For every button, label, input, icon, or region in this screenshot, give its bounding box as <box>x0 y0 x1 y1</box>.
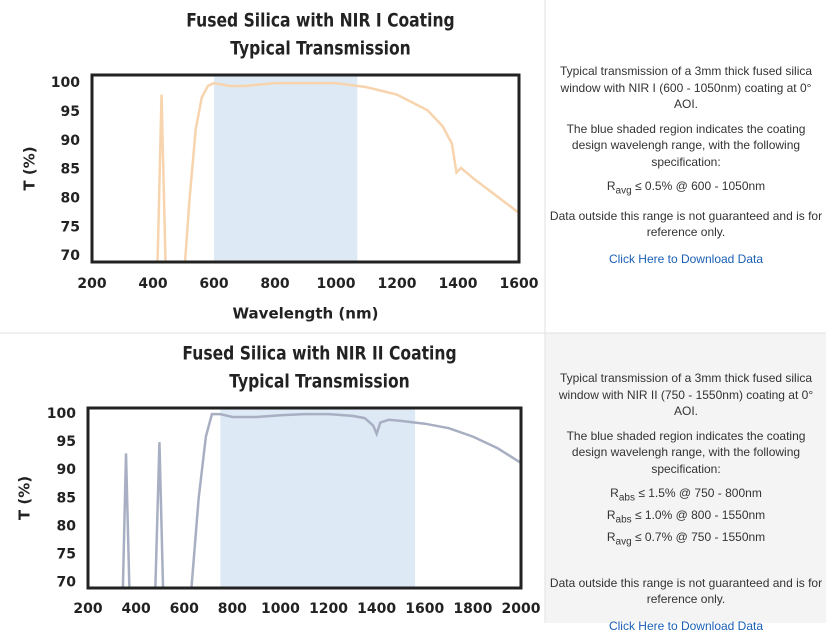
y-axis-label: T (%) <box>21 146 39 190</box>
x-tick-label: 1400 <box>357 601 396 617</box>
spec-list: Rabs ≤ 1.5% @ 750 - 800nm Rabs ≤ 1.0% @ 8… <box>548 485 824 551</box>
spec-sub: avg <box>615 185 632 197</box>
shaded-region <box>220 408 416 588</box>
x-tick-label: 200 <box>77 276 106 292</box>
spec: Ravg ≤ 0.5% @ 600 - 1050nm <box>548 178 824 200</box>
y-tick-label: 90 <box>57 462 77 478</box>
y-tick-label: 70 <box>61 248 81 264</box>
x-tick-label: 400 <box>121 601 150 617</box>
x-tick-label: 1600 <box>500 276 539 292</box>
spec-list: Ravg ≤ 0.5% @ 600 - 1050nm <box>548 178 824 200</box>
spec: Ravg ≤ 0.7% @ 750 - 1550nm <box>548 529 824 551</box>
spec-sub: avg <box>615 536 632 548</box>
description: The blue shaded region indicates the coa… <box>566 121 806 169</box>
x-tick-label: 200 <box>73 601 102 617</box>
chart-title: Typical Transmission <box>229 371 410 393</box>
x-axis-label: Wavelength (nm) <box>233 305 379 323</box>
chart-title: Fused Silica with NIR II Coating <box>182 343 456 365</box>
y-tick-label: 80 <box>57 518 77 534</box>
spec-text: ≤ 0.5% @ 600 - 1050nm <box>634 179 766 193</box>
y-tick-label: 100 <box>47 406 76 422</box>
download-link[interactable]: Click Here to Download Data <box>608 618 764 633</box>
spec-symbol: R <box>606 179 616 193</box>
x-tick-label: 2000 <box>502 601 541 617</box>
y-tick-label: 90 <box>61 133 81 149</box>
plot-frame <box>86 406 523 590</box>
x-tick-label: 600 <box>170 601 199 617</box>
y-tick-label: 95 <box>61 104 80 120</box>
data-line <box>156 81 519 262</box>
spec-symbol: R <box>610 486 619 500</box>
spec-text: ≤ 1.0% @ 800 - 1550nm <box>634 507 766 522</box>
spec-symbol: R <box>606 529 616 544</box>
x-tick-label: 1400 <box>439 276 478 292</box>
x-tick-label: 1600 <box>405 601 444 617</box>
spec: Rabs ≤ 1.5% @ 750 - 800nm <box>548 485 824 507</box>
spec-text: ≤ 0.7% @ 750 - 1550nm <box>634 529 766 544</box>
x-tick-label: 1200 <box>309 601 348 617</box>
x-tick-label: 1800 <box>453 601 492 617</box>
y-tick-label: 85 <box>57 490 76 506</box>
spec-text: ≤ 1.5% @ 750 - 800nm <box>638 486 762 500</box>
y-tick-label: 80 <box>61 191 81 207</box>
y-tick-label: 75 <box>57 546 76 562</box>
description: Typical transmission of a 3mm thick fuse… <box>558 371 814 418</box>
spec: Rabs ≤ 1.0% @ 800 - 1550nm <box>548 507 824 529</box>
info-panel: Typical transmission of a 3mm thick fuse… <box>546 370 826 634</box>
panel-bg <box>545 0 826 333</box>
description: The blue shaded region indicates the coa… <box>566 428 806 476</box>
x-tick-label: 400 <box>138 276 167 292</box>
spec-sub: abs <box>615 514 632 526</box>
y-tick-label: 100 <box>51 75 80 91</box>
spec-symbol: R <box>606 507 616 522</box>
x-tick-label: 600 <box>199 276 228 292</box>
x-tick-label: 800 <box>218 601 247 617</box>
data-line <box>121 412 521 588</box>
note: Data outside this range is not guarantee… <box>549 575 823 607</box>
y-axis-label: T (%) <box>16 476 34 520</box>
y-tick-label: 70 <box>57 574 77 590</box>
shaded-region <box>214 75 358 262</box>
x-tick-label: 1200 <box>378 276 417 292</box>
y-tick-label: 75 <box>61 219 80 235</box>
description: Typical transmission of a 3mm thick fuse… <box>559 64 813 111</box>
plot-frame <box>90 73 521 264</box>
note: Data outside this range is not guarantee… <box>549 208 823 240</box>
spec-sub: abs <box>618 492 635 504</box>
y-tick-label: 95 <box>57 434 76 450</box>
x-tick-label: 1000 <box>317 276 356 292</box>
y-tick-label: 85 <box>61 162 80 178</box>
panel-bg <box>545 333 826 623</box>
download-link[interactable]: Click Here to Download Data <box>608 251 764 266</box>
x-tick-label: 1000 <box>261 601 300 617</box>
chart-title: Fused Silica with NIR I Coating <box>186 10 454 32</box>
info-panel: Typical transmission of a 3mm thick fuse… <box>546 63 826 267</box>
chart-title: Typical Transmission <box>230 38 411 60</box>
x-tick-label: 800 <box>260 276 289 292</box>
